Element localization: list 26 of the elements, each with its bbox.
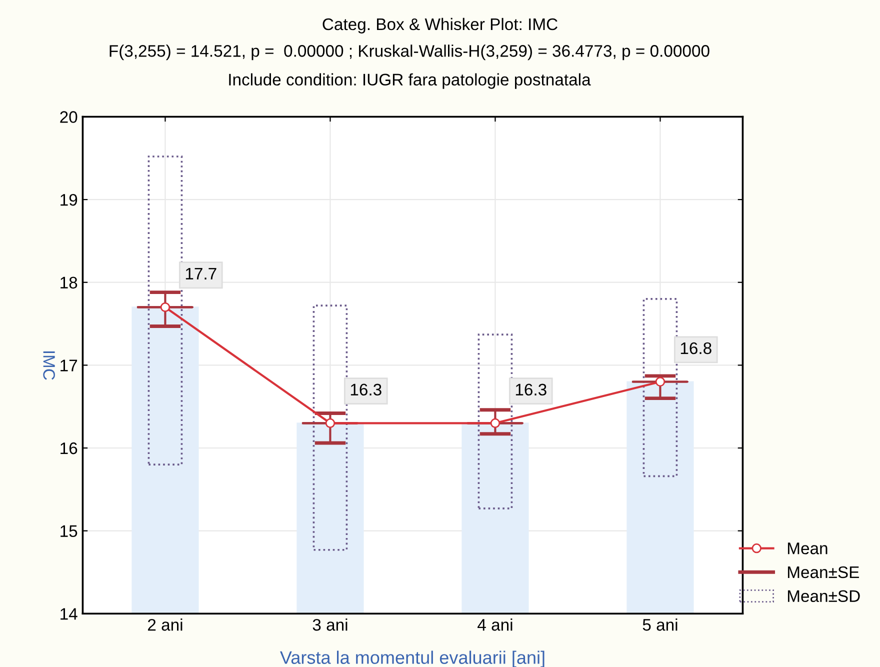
legend-label: Mean±SD <box>788 590 860 602</box>
y-tick-label: 15 <box>60 525 78 538</box>
text: Include condition: IUGR fara patologie postnatala <box>229 73 591 89</box>
data-label: 16.3 <box>350 384 382 396</box>
legend-label: Mean <box>788 542 828 554</box>
point <box>160 302 170 312</box>
x-tick-label: 3 ani <box>312 618 348 631</box>
data-label: 16.3 <box>516 384 546 396</box>
point <box>325 418 336 428</box>
y-axis-title: IMC <box>43 351 55 380</box>
data-label: 17.7 <box>186 268 216 280</box>
point <box>655 376 666 387</box>
y-tick-label: 17 <box>60 360 78 372</box>
y-tick-label: 16 <box>60 442 78 454</box>
x-tick-label: 2 ani <box>148 618 182 631</box>
legend-label: Mean±SE <box>788 566 859 578</box>
data-label: 16.8 <box>680 342 712 354</box>
point <box>490 418 500 428</box>
y-tick-label: 14 <box>60 608 78 620</box>
chart-title: Categ. Box & Whisker Plot: IMC <box>322 18 558 34</box>
y-tick-label: 20 <box>60 111 78 123</box>
y-tick-label: 19 <box>60 194 78 206</box>
x-tick-label: 4 ani <box>478 618 512 631</box>
x-tick-label: 5 ani <box>642 618 678 631</box>
y-tick-label: 18 <box>60 276 78 289</box>
chart-subtitle: F(3,255) = 14.521, p = 0.00000 ; Kruskal-Wallis-H(3,259) = 36.4773, p = 0.00000 <box>110 44 710 60</box>
